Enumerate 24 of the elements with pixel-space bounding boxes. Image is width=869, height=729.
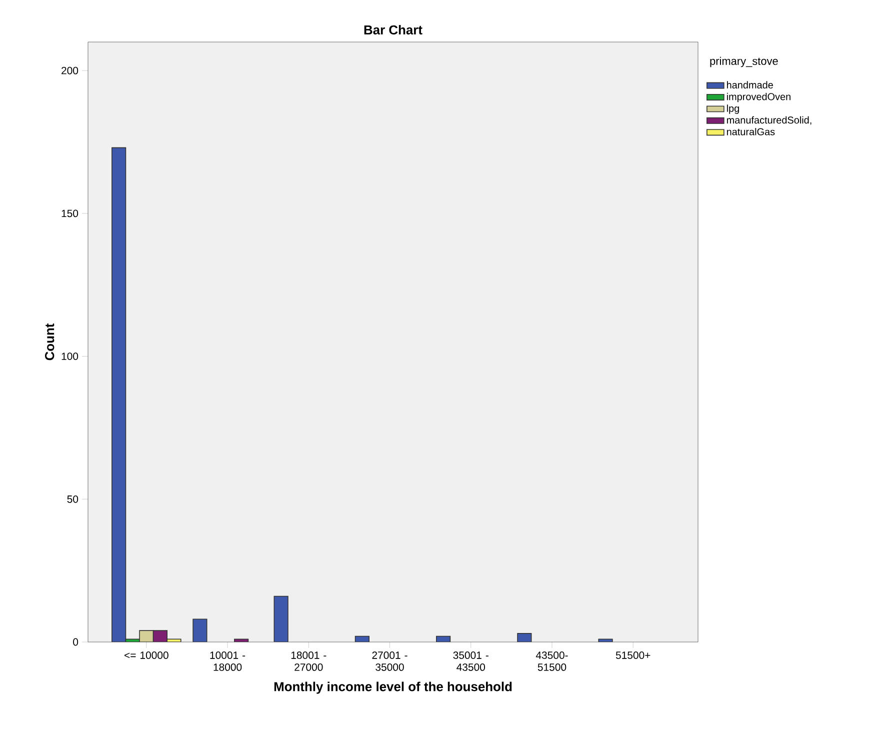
chart-title: Bar Chart	[364, 24, 422, 34]
x-tick-label: 10001 - 18000	[210, 652, 246, 671]
legend-label: manufacturedSolid,	[726, 116, 812, 125]
legend-label: handmade	[727, 81, 773, 88]
x-tick-label: <= 10000	[124, 652, 168, 659]
x-tick-label: 35001 - 43500	[453, 652, 488, 671]
legend-label: improvedOven	[726, 92, 790, 102]
y-tick-label: 200	[62, 66, 78, 74]
x-tick-label: 18001 - 27000	[291, 652, 326, 671]
legend-label: naturalGas	[726, 128, 775, 136]
bar	[274, 596, 288, 642]
y-axis-title: Count	[45, 323, 54, 360]
x-tick-label: 27001 - 35000	[372, 652, 408, 671]
y-tick-label: 150	[62, 210, 78, 218]
legend-label: lpg	[726, 104, 739, 114]
bar	[192, 618, 208, 642]
y-tick-label: 50	[67, 495, 78, 503]
x-axis-title: Monthly income level of the household	[274, 682, 512, 694]
bar	[112, 147, 126, 642]
y-tick-label: 0	[73, 638, 78, 646]
legend-title: primary_stove	[710, 56, 778, 68]
x-tick-label: 51500+	[616, 652, 650, 659]
x-tick-label: 43500- 51500	[536, 652, 568, 671]
y-tick-label: 100	[62, 352, 78, 360]
